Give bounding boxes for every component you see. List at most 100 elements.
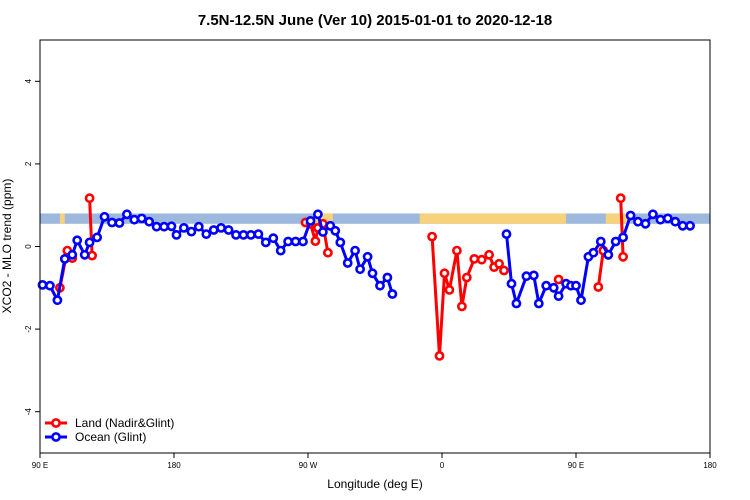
- data-point: [92, 232, 102, 243]
- data-point: [114, 218, 125, 228]
- data-point: [362, 251, 373, 262]
- x-axis: 90 E 180 90 W 0 90 E 180: [32, 453, 717, 470]
- data-point: [469, 253, 480, 264]
- data-point: [178, 222, 189, 233]
- data-point: [603, 249, 614, 260]
- data-point: [610, 236, 621, 247]
- data-point: [245, 229, 256, 240]
- data-point: [521, 271, 532, 282]
- land-band-segment: [605, 213, 631, 224]
- data-point: [107, 217, 117, 228]
- data-point: [312, 209, 323, 220]
- data-point: [122, 209, 132, 220]
- data-point: [151, 221, 162, 232]
- data-point: [553, 291, 564, 301]
- data-point: [186, 226, 197, 237]
- data-point: [298, 236, 308, 247]
- series-layer: [37, 193, 695, 361]
- data-point: [201, 229, 212, 239]
- x-tick-label: 90 W: [299, 461, 318, 470]
- data-point: [576, 295, 586, 306]
- plot-frame: [39, 39, 711, 454]
- data-point: [593, 282, 604, 292]
- data-point: [461, 272, 472, 283]
- data-point: [305, 215, 316, 226]
- data-point: [633, 216, 643, 227]
- y-tick-label: 4: [24, 79, 33, 84]
- data-point: [571, 280, 581, 291]
- data-point: [484, 249, 494, 260]
- data-point: [655, 214, 666, 225]
- series-line: [619, 198, 625, 257]
- data-point: [662, 213, 673, 224]
- data-point: [615, 193, 626, 204]
- data-point: [136, 213, 147, 224]
- data-point: [494, 258, 504, 269]
- data-point: [595, 236, 606, 247]
- data-point: [310, 236, 321, 246]
- data-point: [129, 214, 140, 225]
- data-point: [387, 289, 398, 299]
- data-point: [528, 270, 539, 281]
- data-point: [275, 245, 286, 256]
- x-tick-label: 90 E: [32, 461, 48, 470]
- data-point: [59, 253, 70, 264]
- data-point: [375, 280, 385, 291]
- data-point: [685, 220, 695, 231]
- data-point: [253, 229, 264, 239]
- data-point: [45, 280, 55, 291]
- data-point: [501, 229, 512, 239]
- data-point: [193, 221, 204, 232]
- land-ocean-band: [40, 213, 710, 224]
- data-point: [216, 222, 226, 233]
- data-point: [439, 268, 450, 279]
- data-point: [84, 237, 95, 248]
- data-point: [670, 216, 681, 227]
- legend-marker: [51, 418, 61, 428]
- data-point: [499, 265, 509, 276]
- x-tick-label: 0: [440, 461, 445, 470]
- data-point: [342, 258, 353, 268]
- data-point: [350, 245, 360, 256]
- data-point: [648, 209, 658, 220]
- data-point: [444, 284, 455, 295]
- data-point: [268, 233, 279, 244]
- y-tick-label: -2: [24, 325, 33, 333]
- data-point: [144, 216, 155, 227]
- data-point: [52, 295, 63, 306]
- y-tick-label: 0: [24, 244, 33, 249]
- data-point: [99, 211, 110, 222]
- y-axis: -4 -2 0 2 4: [24, 79, 40, 416]
- data-point: [79, 249, 90, 260]
- data-point: [72, 235, 83, 246]
- land-band-segment: [312, 213, 333, 224]
- data-point: [618, 251, 628, 262]
- data-point: [335, 237, 346, 248]
- y-tick-label: -4: [24, 408, 33, 416]
- data-point: [330, 225, 341, 236]
- data-point: [553, 274, 564, 285]
- data-point: [223, 225, 234, 235]
- ocean-band: [40, 213, 710, 224]
- data-point: [317, 227, 328, 237]
- x-axis-label: Longitude (deg E): [327, 477, 422, 491]
- legend-item: Land (Nadir&Glint): [45, 416, 174, 430]
- data-point: [260, 237, 271, 248]
- data-point: [511, 298, 522, 309]
- data-point: [87, 250, 97, 261]
- x-tick-label: 90 E: [568, 461, 584, 470]
- data-point: [382, 272, 393, 283]
- data-point: [367, 268, 378, 279]
- data-point: [640, 218, 651, 229]
- data-point: [231, 229, 241, 240]
- series-ocean: [37, 209, 695, 309]
- legend-label: Land (Nadir&Glint): [75, 416, 174, 430]
- data-point: [476, 254, 487, 265]
- data-point: [541, 280, 552, 291]
- data-point: [171, 229, 182, 240]
- y-tick-label: 2: [24, 161, 33, 166]
- data-point: [618, 232, 628, 243]
- data-point: [451, 245, 462, 256]
- data-point: [427, 231, 437, 242]
- legend-item: Ocean (Glint): [45, 430, 146, 444]
